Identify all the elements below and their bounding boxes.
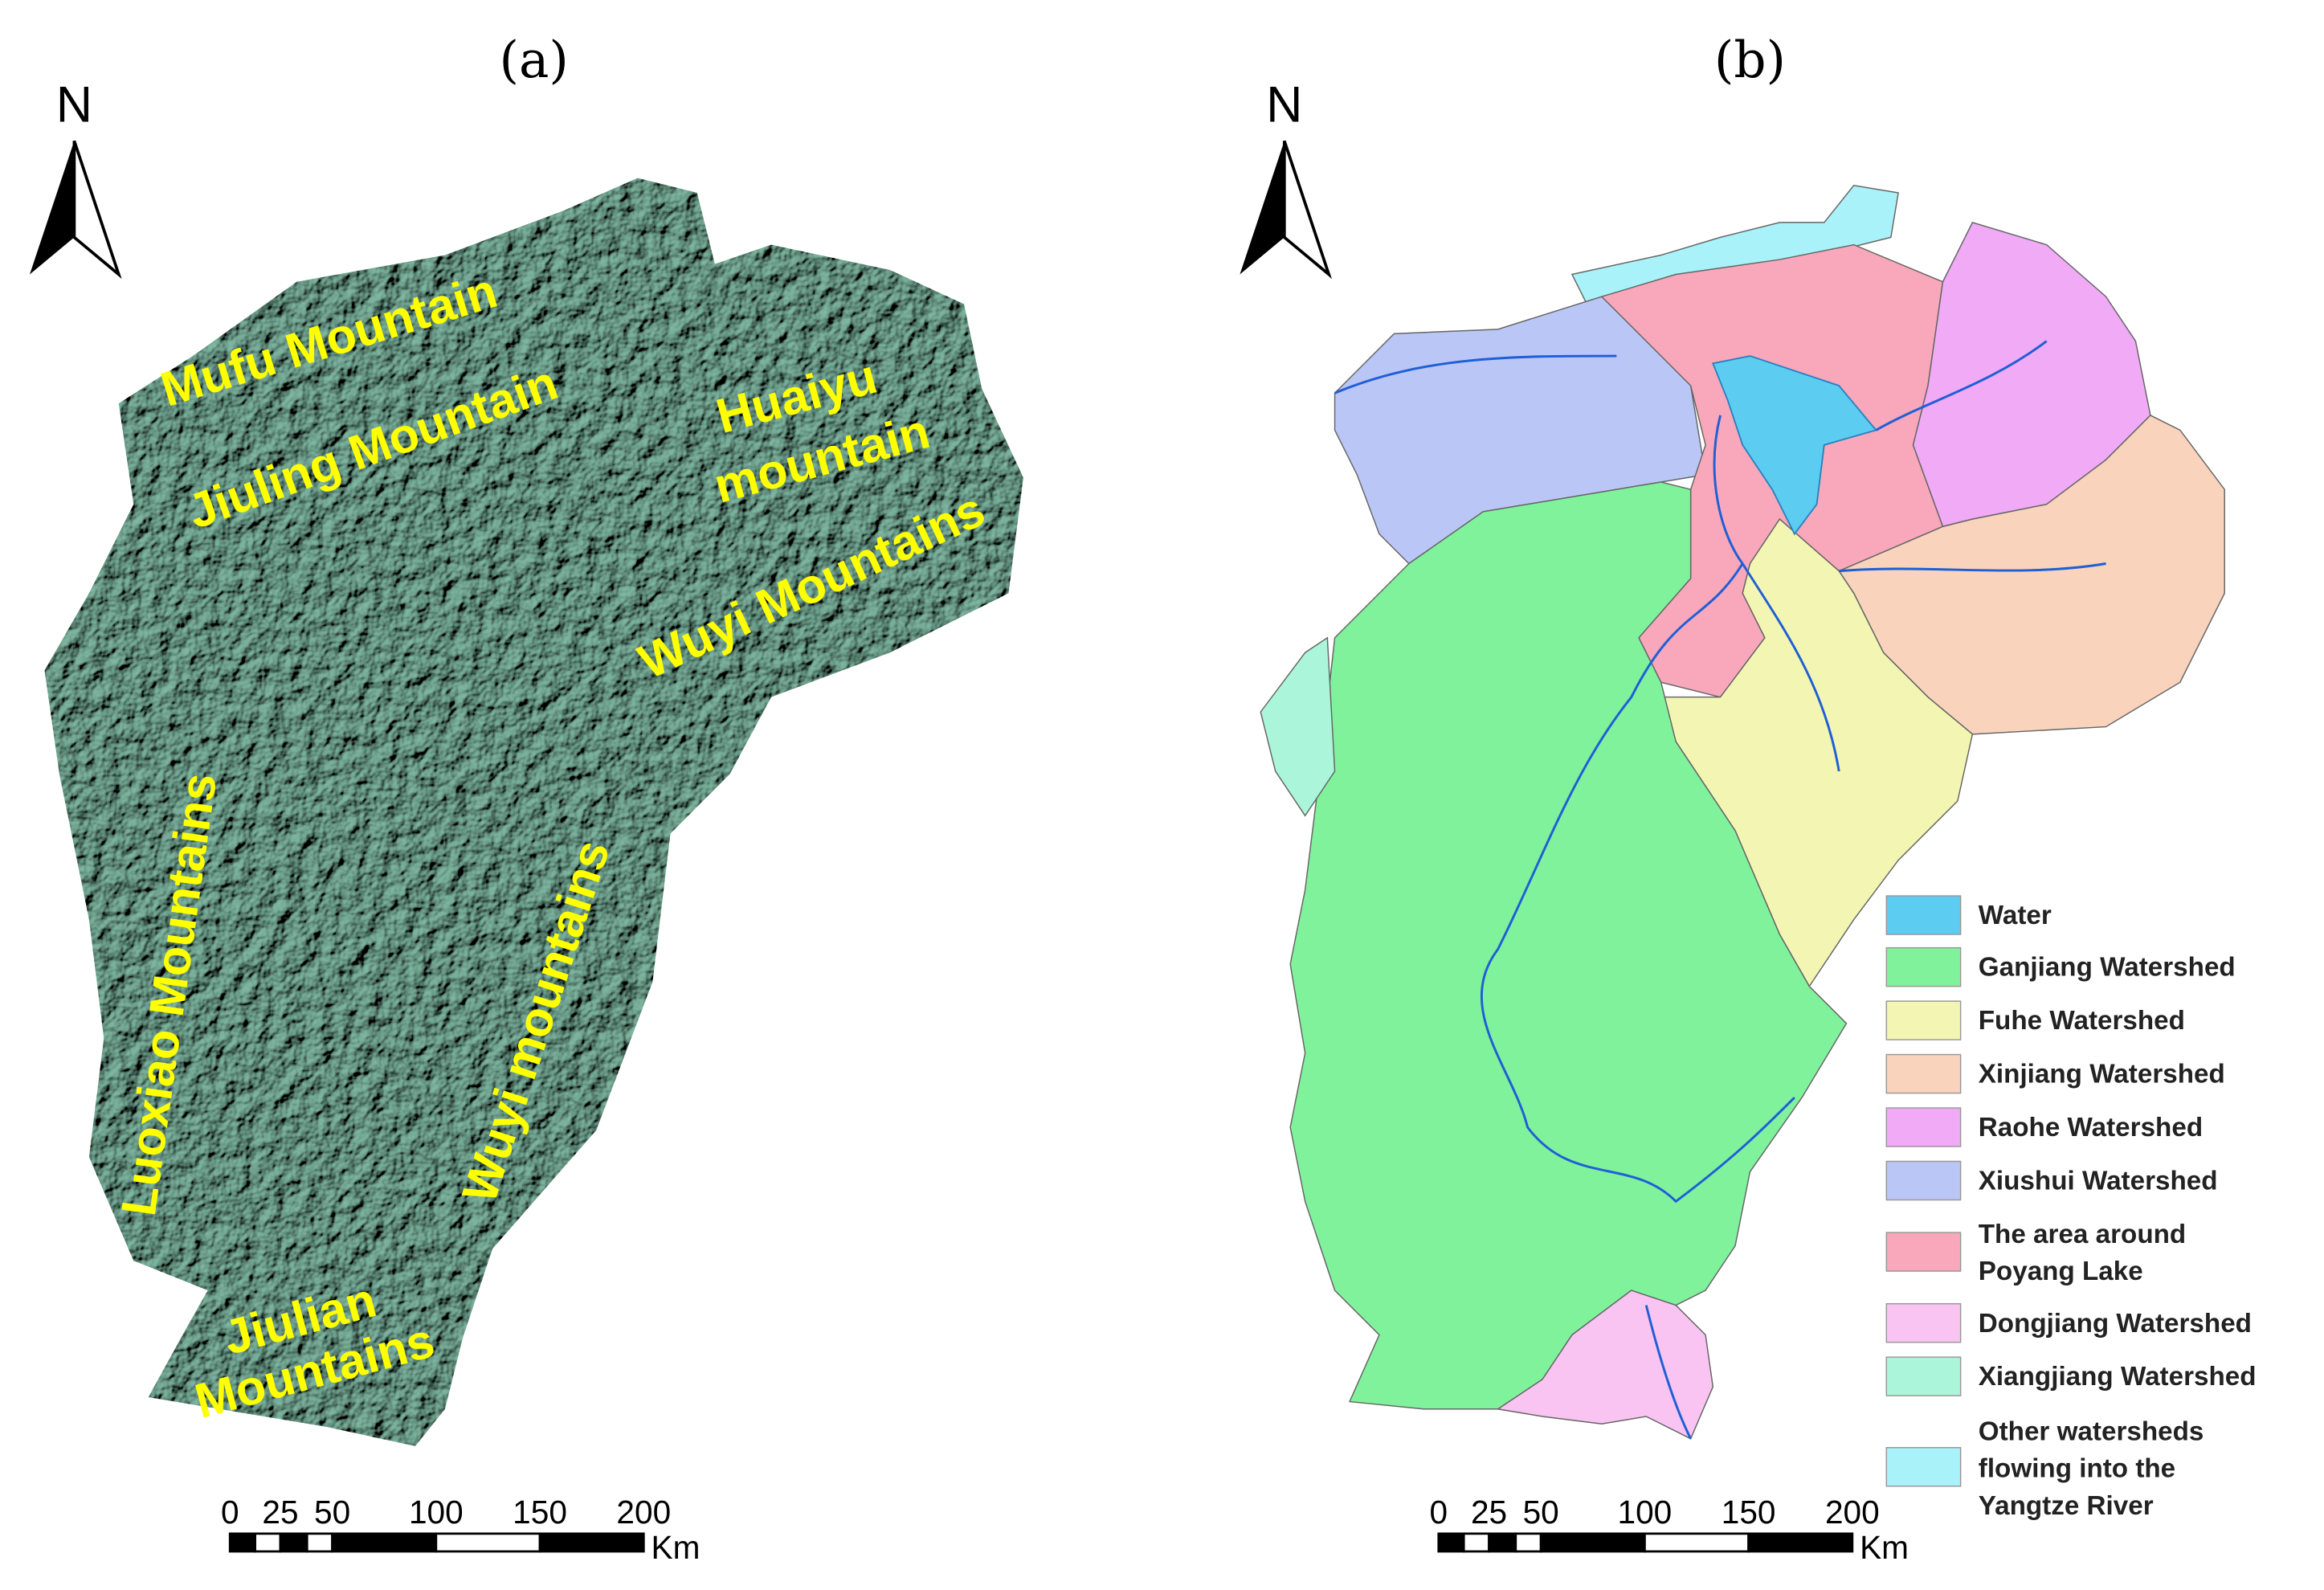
scale-segment (1644, 1532, 1750, 1553)
legend-swatch (1885, 1053, 1962, 1094)
panel-title: (a) (499, 31, 568, 89)
scale-segment (1488, 1532, 1517, 1553)
legend-label: Raohe Watershed (1979, 1113, 2203, 1142)
scale-label: 50 (1523, 1494, 1559, 1531)
legend-swatch (1885, 946, 1962, 987)
legend-label: Ganjiang Watershed (1979, 953, 2236, 983)
scale-label: 200 (1825, 1494, 1880, 1531)
scale-label: 150 (513, 1494, 567, 1531)
scale-label: 100 (409, 1494, 464, 1531)
scale-segment (435, 1532, 541, 1553)
river (1875, 340, 2048, 431)
watershed-region (1660, 518, 1974, 988)
scale-segment (228, 1532, 257, 1553)
scale-segment (331, 1532, 438, 1553)
scale-unit: Km (1860, 1529, 1909, 1566)
north-arrow-right (72, 140, 122, 280)
legend-label: flowing into the (1979, 1454, 2175, 1484)
legend-swatch (1885, 1302, 1962, 1343)
legend-label: Poyang Lake (1979, 1257, 2143, 1286)
scale-segment (1514, 1532, 1542, 1553)
legend-swatch (1885, 1356, 1962, 1396)
north-label: N (1266, 76, 1302, 133)
scale-segment (1747, 1532, 1854, 1553)
scale-label: 0 (221, 1494, 239, 1531)
legend-label: Fuhe Watershed (1979, 1006, 2185, 1036)
legend-swatch (1885, 1160, 1962, 1201)
legend-label: Water (1979, 901, 2052, 930)
north-arrow-right (1282, 140, 1332, 280)
north-label: N (56, 76, 92, 133)
north-arrow-left (1240, 141, 1285, 275)
legend-swatch (1885, 1000, 1962, 1040)
scale-segment (1437, 1532, 1465, 1553)
legend-label: The area around (1979, 1220, 2186, 1249)
scale-label: 100 (1618, 1494, 1673, 1531)
river (1839, 562, 2106, 573)
legend-swatch (1885, 1107, 1962, 1147)
legend-label: Xinjiang Watershed (1979, 1060, 2225, 1089)
river (1741, 562, 1840, 772)
scale-segment (279, 1532, 308, 1553)
legend-label: Xiangjiang Watershed (1979, 1362, 2257, 1392)
legend-swatch (1885, 1232, 1962, 1272)
scale-label: 0 (1429, 1494, 1448, 1531)
terrain-map (44, 178, 1023, 1446)
scale-label: 25 (1471, 1494, 1507, 1531)
panel-title: (b) (1714, 31, 1786, 89)
legend-label: Other watersheds (1979, 1417, 2204, 1447)
legend-label: Yangtze River (1979, 1491, 2154, 1521)
river (1334, 354, 1617, 394)
north-arrow-left (30, 141, 75, 275)
river (1644, 1305, 1692, 1440)
lake (1712, 355, 1878, 536)
scale-label: 25 (262, 1494, 298, 1531)
legend-swatch (1885, 1447, 1962, 1487)
river (1713, 415, 1744, 565)
scale-segment (538, 1532, 645, 1553)
scale-unit: Km (651, 1529, 700, 1566)
scale-segment (1462, 1532, 1490, 1553)
scale-segment (305, 1532, 334, 1553)
scale-label: 50 (314, 1494, 350, 1531)
scale-segment (254, 1532, 282, 1553)
watershed-region (1334, 296, 1706, 565)
legend-label: Xiushui Watershed (1979, 1167, 2218, 1196)
scale-label: 150 (1722, 1494, 1776, 1531)
watershed-region (1260, 636, 1336, 817)
scale-segment (1539, 1532, 1646, 1553)
scale-label: 200 (616, 1494, 671, 1531)
legend-label: Dongjiang Watershed (1979, 1309, 2252, 1339)
river (1481, 562, 1795, 1204)
legend-swatch (1885, 895, 1962, 935)
watershed-region (1496, 1290, 1714, 1440)
